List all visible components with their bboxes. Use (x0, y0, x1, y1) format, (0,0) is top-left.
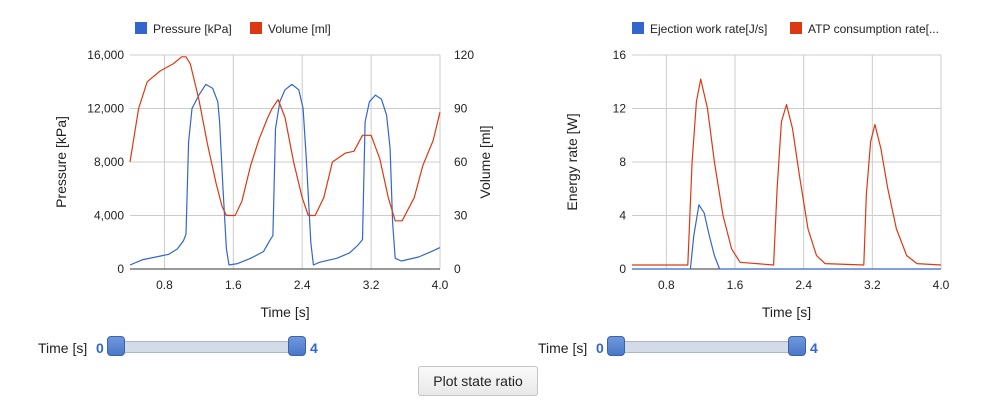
x-tick-label: 1.6 (225, 278, 242, 292)
legend-swatch (632, 22, 644, 34)
plot-state-ratio-button[interactable]: Plot state ratio (418, 366, 538, 396)
time-slider-track[interactable] (114, 341, 304, 353)
pressure-volume-chart: 0 4,000 8,000 12,000 16,000 0.8 1.6 2.4 3.2 4.0 0 3… (53, 22, 493, 320)
x-tick-label: 0.8 (156, 278, 173, 292)
time-slider-max-value: 4 (810, 340, 818, 356)
x-tick-label: 2.4 (294, 278, 311, 292)
y-right-tick-label: 120 (454, 48, 474, 62)
y-axis-title: Energy rate [W] (564, 113, 580, 210)
time-slider-max-value: 4 (310, 340, 318, 356)
energy-rate-chart: 0 4 8 12 16 0.8 1.6 2.4 3.2 4.0 Time [s] Energy rat… (564, 22, 950, 320)
y-tick-label: 16,000 (87, 48, 124, 62)
time-slider-min-handle[interactable] (107, 336, 125, 356)
legend-swatch (250, 22, 262, 34)
legend-label: ATP consumption rate[... (808, 22, 939, 36)
legend-swatch (790, 22, 802, 34)
y-right-tick-label: 90 (454, 102, 468, 116)
series-line (129, 56, 441, 222)
y-tick-label: 12,000 (87, 102, 124, 116)
x-axis-title: Time [s] (762, 304, 811, 320)
time-slider-min-value: 0 (96, 340, 104, 356)
time-slider-min-value: 0 (596, 340, 604, 356)
legend-label: Ejection work rate[J/s] (650, 22, 767, 36)
y-tick-label: 4,000 (94, 209, 124, 223)
time-slider-label: Time [s] (38, 340, 88, 356)
y-right-axis-title: Volume [ml] (477, 125, 493, 198)
x-tick-label: 3.2 (363, 278, 380, 292)
time-slider-min-handle[interactable] (607, 336, 625, 356)
time-slider-right: Time [s] 0 4 (500, 334, 1001, 360)
series-line (632, 78, 942, 266)
y-tick-label: 0 (117, 262, 124, 276)
time-slider-label: Time [s] (538, 340, 588, 356)
time-slider-track[interactable] (614, 341, 804, 353)
y-tick-label: 8,000 (94, 155, 124, 169)
series-line (129, 83, 441, 266)
time-slider-max-handle[interactable] (788, 336, 806, 356)
x-tick-label: 4.0 (432, 278, 449, 292)
y-tick-label: 16 (613, 48, 627, 62)
y-axis-title: Pressure [kPa] (53, 116, 69, 208)
x-tick-label: 0.8 (658, 278, 675, 292)
x-axis-title: Time [s] (260, 304, 309, 320)
y-tick-label: 8 (619, 155, 626, 169)
legend-swatch (135, 22, 147, 34)
y-right-tick-label: 60 (454, 155, 468, 169)
x-tick-label: 4.0 (933, 278, 950, 292)
y-tick-label: 12 (613, 102, 627, 116)
x-tick-label: 3.2 (864, 278, 881, 292)
legend-label: Volume [ml] (268, 22, 331, 36)
y-right-tick-label: 0 (454, 262, 461, 276)
time-slider-left: Time [s] 0 4 (0, 334, 500, 360)
legend-label: Pressure [kPa] (153, 22, 232, 36)
series-line (632, 204, 941, 270)
y-right-tick-label: 30 (454, 209, 468, 223)
time-slider-max-handle[interactable] (288, 336, 306, 356)
x-tick-label: 2.4 (795, 278, 812, 292)
y-tick-label: 4 (619, 209, 626, 223)
x-tick-label: 1.6 (727, 278, 744, 292)
y-tick-label: 0 (619, 262, 626, 276)
